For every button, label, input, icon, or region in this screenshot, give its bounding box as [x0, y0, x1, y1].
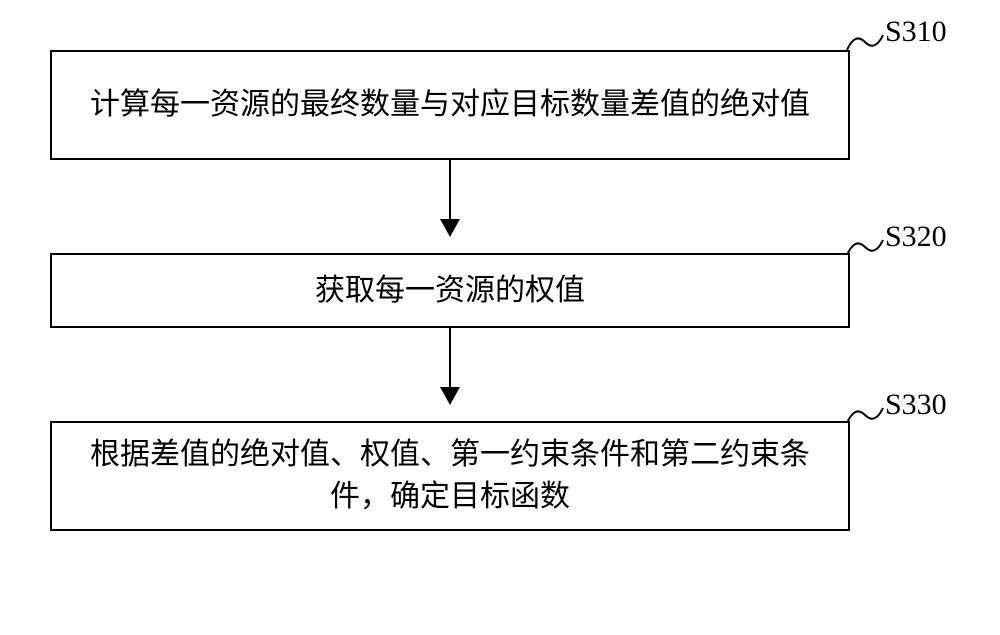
step-label-1: S310: [885, 15, 947, 49]
step-box-3: 根据差值的绝对值、权值、第一约束条件和第二约束条件，确定目标函数: [50, 421, 850, 531]
step-text-3: 根据差值的绝对值、权值、第一约束条件和第二约束条件，确定目标函数: [72, 434, 828, 518]
flowchart-diagram: S310 计算每一资源的最终数量与对应目标数量差值的绝对值 S320 获取每一资…: [50, 30, 950, 531]
curve-2: [845, 235, 885, 260]
step-box-2: 获取每一资源的权值: [50, 253, 850, 328]
step-label-3: S330: [885, 388, 947, 422]
arrow-1: [449, 160, 451, 235]
arrow-container-1: [50, 160, 850, 235]
step-label-1-text: S310: [885, 15, 947, 48]
curve-1: [845, 30, 885, 55]
curve-path-3: [847, 408, 883, 423]
step-text-1: 计算每一资源的最终数量与对应目标数量差值的绝对值: [90, 84, 810, 126]
step-label-3-text: S330: [885, 388, 947, 421]
curve-path-2: [847, 240, 883, 255]
step-box-1: 计算每一资源的最终数量与对应目标数量差值的绝对值: [50, 50, 850, 160]
step-label-2-text: S320: [885, 220, 947, 253]
step-text-2: 获取每一资源的权值: [315, 270, 585, 312]
arrow-2: [449, 328, 451, 403]
curve-3: [845, 403, 885, 428]
step-label-2: S320: [885, 220, 947, 254]
arrow-container-2: [50, 328, 850, 403]
curve-path-1: [847, 35, 883, 50]
